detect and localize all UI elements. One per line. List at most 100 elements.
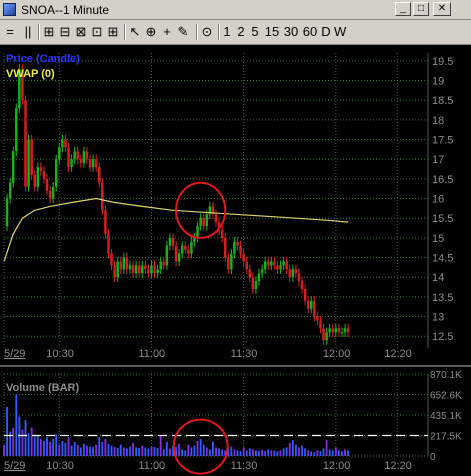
volume-bar — [221, 449, 224, 456]
candle-body — [70, 159, 73, 168]
volume-bar — [251, 449, 254, 456]
volume-bar — [58, 444, 61, 456]
toolbar-item-lines[interactable]: = — [6, 24, 14, 39]
candle-body — [319, 320, 322, 329]
chart-area[interactable]: 5/29 10:30 11:00 11:30 12:00 12:20 19.5 19 18.5 1… — [0, 45, 471, 476]
volume-x-tick-label: 12:00 — [323, 460, 351, 472]
candle-body — [58, 147, 61, 160]
zoom-tool-icon[interactable]: ⊕ — [145, 24, 157, 39]
volume-bar — [3, 444, 5, 456]
volume-bar — [282, 448, 285, 456]
candle-body — [285, 261, 288, 270]
candle-body — [48, 190, 52, 199]
candle-body — [137, 265, 141, 274]
candle-body — [174, 245, 178, 262]
candle-body — [85, 151, 89, 160]
volume-panel: 5/29 10:30 11:00 11:30 12:00 12:20 870.1K 652.6… — [3, 370, 462, 475]
toolbar-item-layout-1[interactable]: ⊞ — [43, 24, 55, 39]
interval-60-button[interactable]: 60 — [302, 24, 318, 39]
volume-bar — [141, 445, 144, 456]
minimize-button[interactable]: _ — [395, 2, 411, 16]
volume-bar — [205, 447, 208, 456]
candle-body — [217, 222, 221, 230]
interval-15-button[interactable]: 15 — [264, 24, 280, 39]
candle-body — [205, 214, 209, 227]
toolbar: = || ⊞ ⊟ ⊠ ⊡ ⊞ ↖ ⊕ + ✎ ⊙ 1 2 5 15 30 60 … — [0, 20, 471, 45]
candle-body — [190, 241, 193, 254]
volume-bar — [162, 449, 165, 456]
candle-body — [67, 147, 70, 168]
price-y-tick-label: 14 — [432, 272, 444, 284]
pointer-tool-icon[interactable]: ↖ — [129, 24, 141, 39]
toolbar-item-layout-3[interactable]: ⊠ — [75, 24, 87, 39]
price-x-tick-label: 12:20 — [384, 348, 412, 360]
toolbar-item-pause[interactable]: || — [24, 24, 32, 39]
candle-body — [131, 265, 135, 274]
candle-body — [316, 316, 319, 321]
maximize-button[interactable]: □ — [413, 2, 429, 16]
toolbar-item-layout-2[interactable]: ⊟ — [59, 24, 71, 39]
volume-bar — [144, 447, 147, 456]
volume-bar — [55, 434, 58, 456]
interval-2-button[interactable]: 2 — [237, 24, 245, 39]
candle-body — [8, 182, 12, 199]
interval-1-button[interactable]: 1 — [223, 24, 231, 39]
interval-5-button[interactable]: 5 — [251, 24, 259, 39]
volume-bar — [196, 440, 199, 456]
volume-bar — [82, 443, 85, 456]
volume-bar — [21, 429, 24, 456]
volume-bar — [184, 450, 187, 456]
toolbar-item-layout-5[interactable]: ⊞ — [107, 24, 119, 39]
candle-body — [79, 159, 83, 164]
price-y-tick-label: 13 — [432, 312, 444, 324]
candle-body — [236, 241, 239, 246]
interval-w-button[interactable]: W — [334, 24, 347, 39]
volume-bar — [46, 437, 48, 456]
interval-d-button[interactable]: D — [321, 24, 331, 39]
candle-body — [211, 206, 215, 215]
candle-body — [270, 261, 273, 266]
candle-body — [73, 151, 76, 160]
volume-bar — [344, 449, 346, 456]
volume-bar — [104, 439, 107, 456]
volume-bar — [129, 446, 131, 456]
volume-bar — [233, 449, 236, 456]
volume-x-tick-label: 11:00 — [138, 460, 165, 472]
crosshair-tool-icon[interactable]: + — [163, 24, 171, 39]
draw-tool-icon[interactable]: ✎ — [177, 24, 189, 39]
candle-body — [11, 151, 15, 183]
volume-bar — [190, 447, 193, 456]
toolbar-item-layout-4[interactable]: ⊡ — [91, 24, 103, 39]
candle-body — [288, 269, 291, 278]
candle-body — [300, 281, 304, 289]
candle-body — [128, 265, 132, 270]
volume-x-tick-label: 5/29 — [4, 460, 25, 472]
candle-body — [267, 261, 270, 266]
candle-body — [263, 261, 267, 270]
candle-body — [187, 249, 190, 254]
volume-bar — [239, 451, 242, 456]
clock-icon[interactable]: ⊙ — [201, 24, 213, 39]
volume-bar — [156, 447, 159, 456]
interval-30-button[interactable]: 30 — [283, 24, 299, 39]
volume-bar — [181, 449, 184, 456]
volume-bar — [67, 437, 70, 456]
vwap-line — [3, 197, 349, 262]
volume-bar — [153, 447, 156, 456]
price-y-tick-label: 16.5 — [432, 174, 453, 186]
close-button[interactable]: ✕ — [433, 2, 451, 16]
volume-bar — [30, 427, 33, 456]
price-x-tick-label: 11:00 — [138, 348, 165, 360]
volume-bar — [6, 406, 8, 456]
candle-body — [30, 139, 33, 175]
volume-bar — [150, 446, 153, 456]
volume-bar — [92, 447, 95, 456]
volume-bar — [86, 445, 88, 456]
candle-body — [107, 233, 110, 254]
volume-x-tick-label: 12:20 — [384, 460, 412, 472]
volume-bar — [334, 447, 337, 456]
volume-bar — [39, 439, 42, 456]
volume-bar — [313, 452, 316, 456]
candle-body — [162, 261, 165, 266]
candle-body — [51, 186, 55, 199]
